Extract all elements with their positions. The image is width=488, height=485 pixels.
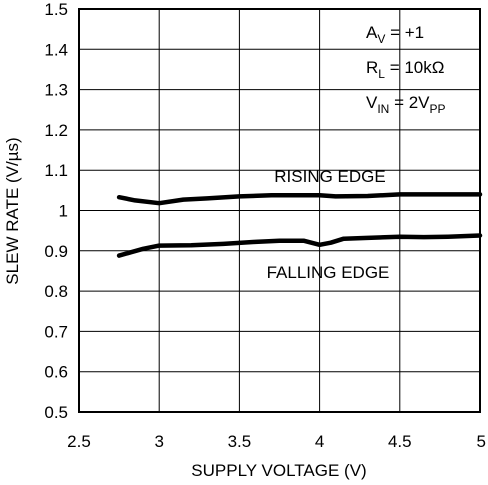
annotation-box: AV = +1 RL = 10kΩ VIN = 2VPP xyxy=(366,23,446,116)
curves xyxy=(116,192,483,258)
annotation-gain: AV = +1 xyxy=(366,23,424,46)
y-tick-label: 1.1 xyxy=(44,161,68,180)
plot-frame xyxy=(78,8,481,413)
series-line-rising-edge xyxy=(116,192,483,206)
y-tick-label: 1 xyxy=(59,202,68,221)
annotation-input: VIN = 2VPP xyxy=(366,93,446,116)
y-tick-label: 0.9 xyxy=(44,242,68,261)
y-tick-label: 0.8 xyxy=(44,282,68,301)
x-tick-label: 5 xyxy=(477,432,486,451)
y-tick-labels: 0.5 0.6 0.7 0.8 0.9 1 1.1 1.2 1.3 1.4 1.5 xyxy=(44,0,68,422)
annotation-load: RL = 10kΩ xyxy=(366,58,444,81)
x-tick-labels: 2.5 3 3.5 4 4.5 5 xyxy=(67,432,486,451)
y-tick-label: 1.5 xyxy=(44,0,68,19)
x-tick-label: 2.5 xyxy=(67,432,91,451)
series-line-falling-edge xyxy=(116,233,483,258)
x-tick-label: 3.5 xyxy=(228,432,252,451)
y-tick-label: 1.2 xyxy=(44,121,68,140)
x-tick-label: 4.5 xyxy=(388,432,412,451)
x-tick-label: 3 xyxy=(154,432,163,451)
series-label-falling-edge: FALLING EDGE xyxy=(267,263,390,282)
x-axis-label: SUPPLY VOLTAGE (V) xyxy=(191,461,366,480)
y-tick-label: 0.5 xyxy=(44,403,68,422)
series-label-rising-edge: RISING EDGE xyxy=(274,167,385,186)
x-tick-label: 4 xyxy=(315,432,324,451)
y-tick-label: 1.4 xyxy=(44,40,68,59)
y-axis-label: SLEW RATE (V/µs) xyxy=(3,137,22,284)
y-tick-label: 0.6 xyxy=(44,363,68,382)
y-tick-label: 1.3 xyxy=(44,81,68,100)
y-tick-label: 0.7 xyxy=(44,322,68,341)
